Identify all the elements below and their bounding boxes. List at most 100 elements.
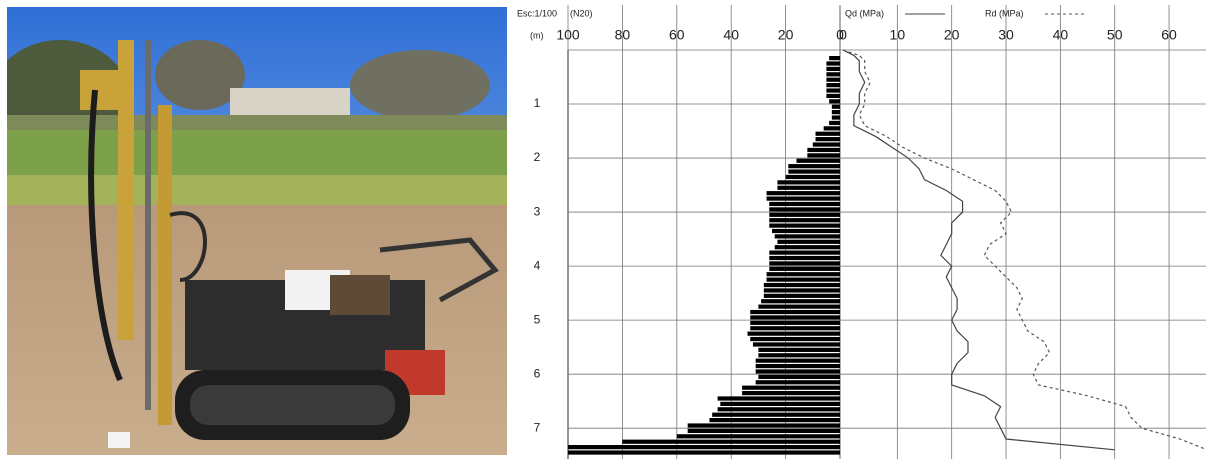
bar: [832, 110, 840, 114]
bar: [826, 72, 840, 76]
x-tick-label: 40: [723, 27, 739, 43]
bar: [826, 83, 840, 87]
bar: [688, 423, 840, 427]
bar: [758, 353, 840, 357]
x-tick-label: 100: [556, 27, 580, 43]
bar: [742, 391, 840, 395]
bar: [767, 196, 840, 200]
bar: [796, 159, 840, 163]
bar: [826, 78, 840, 82]
axis-label: (N20): [570, 8, 593, 18]
figure: Esc:1/100 (N20) (m) 10080604020012345670…: [0, 0, 1206, 459]
bar: [788, 169, 840, 173]
bar: [764, 283, 840, 287]
bar: [769, 202, 840, 206]
y-tick-label: 4: [534, 258, 541, 272]
bar: [750, 326, 840, 330]
x-tick-label: 60: [669, 27, 685, 43]
bar: [761, 299, 840, 303]
x-tick-label: 30: [998, 27, 1014, 43]
x-tick-label: 60: [1161, 27, 1177, 43]
bar: [753, 342, 840, 346]
y-tick-label: 5: [534, 312, 541, 326]
depth-label: (m): [530, 30, 544, 40]
y-tick-label: 2: [534, 150, 541, 164]
bar: [677, 434, 840, 438]
bar: [788, 164, 840, 168]
legend-label: Rd (MPa): [985, 8, 1024, 18]
bar: [758, 305, 840, 309]
bar: [816, 132, 840, 136]
bar: [718, 396, 840, 400]
bar: [824, 126, 840, 130]
x-tick-label: 50: [1107, 27, 1123, 43]
bar: [816, 137, 840, 141]
bar: [813, 142, 840, 146]
bar: [568, 445, 840, 449]
bar: [786, 175, 840, 179]
bar: [742, 386, 840, 390]
bar: [769, 261, 840, 265]
legend-label: Qd (MPa): [845, 8, 884, 18]
bar: [775, 234, 840, 238]
bar: [764, 294, 840, 298]
bar: [718, 407, 840, 411]
bar: [748, 332, 840, 336]
bar: [756, 364, 840, 368]
bar: [769, 251, 840, 255]
bar: [769, 256, 840, 260]
x-tick-label: 80: [615, 27, 631, 43]
scale-label: Esc:1/100: [517, 8, 557, 18]
bar: [829, 56, 840, 60]
bar: [720, 402, 840, 406]
x-tick-label: 10: [890, 27, 906, 43]
bar: [769, 218, 840, 222]
bar: [829, 99, 840, 103]
bar: [756, 369, 840, 373]
x-tick-label: 20: [778, 27, 794, 43]
bar: [826, 67, 840, 71]
bar: [712, 413, 840, 417]
bar: [772, 229, 840, 233]
bar: [769, 207, 840, 211]
bar: [750, 321, 840, 325]
bar: [807, 148, 840, 152]
bar: [758, 348, 840, 352]
x-tick-label: 0: [839, 27, 847, 43]
bar: [807, 153, 840, 157]
bar: [832, 105, 840, 109]
bar: [769, 223, 840, 227]
bar: [568, 450, 840, 454]
bar: [688, 429, 840, 433]
bar: [750, 315, 840, 319]
bar: [775, 245, 840, 249]
bar: [832, 115, 840, 119]
bar: [826, 88, 840, 92]
y-tick-label: 6: [534, 366, 541, 380]
bar: [769, 213, 840, 217]
bar: [750, 337, 840, 341]
bar: [829, 121, 840, 125]
bar: [777, 180, 840, 184]
bar: [750, 310, 840, 314]
bar: [756, 359, 840, 363]
bar: [758, 375, 840, 379]
bar: [826, 94, 840, 98]
bar: [777, 186, 840, 190]
x-tick-label: 20: [944, 27, 960, 43]
bar: [622, 440, 840, 444]
bar: [709, 418, 840, 422]
bar: [767, 278, 840, 282]
bar: [756, 380, 840, 384]
chart-panel: [515, 0, 1206, 459]
bar: [764, 288, 840, 292]
y-tick-label: 3: [534, 204, 541, 218]
bar: [767, 272, 840, 276]
y-tick-label: 1: [534, 96, 541, 110]
bar: [826, 61, 840, 65]
bar: [769, 267, 840, 271]
bar: [777, 240, 840, 244]
bar: [767, 191, 840, 195]
x-tick-label: 40: [1053, 27, 1069, 43]
y-tick-label: 7: [534, 420, 541, 434]
